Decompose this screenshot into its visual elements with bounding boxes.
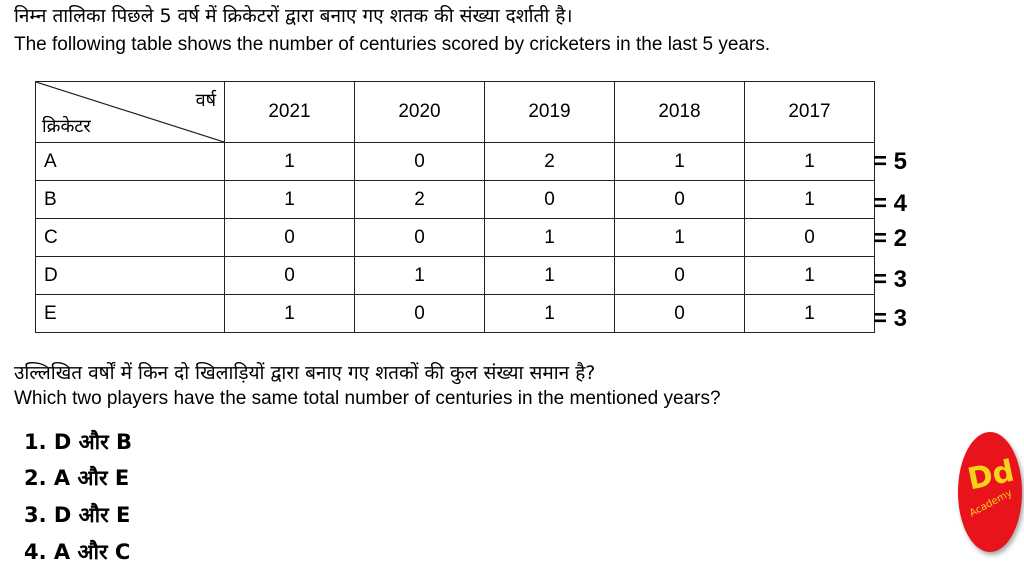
centuries-cell: 1 [224,294,355,333]
year-header: 2017 [744,81,875,143]
task-hindi: उल्लिखित वर्षों में किन दो खिलाड़ियों द्… [14,362,596,384]
centuries-cell: 0 [614,180,745,219]
centuries-cell: 0 [224,256,355,295]
row-total-c: = 2 [873,225,908,252]
row-total-a: = 5 [873,148,908,175]
question-english: The following table shows the number of … [14,34,771,55]
centuries-table: वर्ष क्रिकेटर 2021 2020 2019 2018 2017 A… [35,81,875,333]
corner-header-cell: वर्ष क्रिकेटर [35,81,225,143]
option-1[interactable]: 1. D और B [24,430,133,454]
option-4[interactable]: 4. A और C [24,540,131,564]
centuries-cell: 1 [224,142,355,181]
year-header: 2021 [224,81,355,143]
centuries-cell: 0 [354,142,485,181]
corner-label-cricketer: क्रिकेटर [42,116,91,137]
centuries-cell: 1 [224,180,355,219]
table-row: A 1 0 2 1 1 [35,142,875,181]
player-name-cell: B [35,180,225,219]
centuries-cell: 0 [224,218,355,257]
centuries-cell: 0 [744,218,875,257]
question-hindi: निम्न तालिका पिछले 5 वर्ष में क्रिकेटरों… [14,5,573,27]
option-2[interactable]: 2. A और E [24,466,130,490]
centuries-cell: 1 [744,294,875,333]
centuries-cell: 1 [484,256,615,295]
centuries-cell: 1 [614,218,745,257]
centuries-cell: 2 [354,180,485,219]
table-row: E 1 0 1 0 1 [35,294,875,333]
table-row: D 0 1 1 0 1 [35,256,875,295]
centuries-cell: 0 [614,256,745,295]
header-row: वर्ष क्रिकेटर 2021 2020 2019 2018 2017 [35,81,875,143]
centuries-cell: 0 [354,218,485,257]
diagonal-divider [36,82,224,142]
centuries-cell: 0 [484,180,615,219]
dd-academy-logo: Dd Academy [958,432,1022,552]
corner-label-year: वर्ष [195,90,216,111]
centuries-cell: 1 [484,294,615,333]
centuries-cell: 1 [744,180,875,219]
centuries-cell: 1 [744,256,875,295]
centuries-cell: 1 [354,256,485,295]
row-total-b: = 4 [873,190,908,217]
player-name-cell: E [35,294,225,333]
year-header: 2020 [354,81,485,143]
centuries-cell: 0 [354,294,485,333]
year-header: 2019 [484,81,615,143]
player-name-cell: C [35,218,225,257]
task-english: Which two players have the same total nu… [14,388,721,409]
row-total-e: = 3 [873,305,908,332]
centuries-cell: 1 [614,142,745,181]
centuries-cell: 0 [614,294,745,333]
player-name-cell: A [35,142,225,181]
option-3[interactable]: 3. D और E [24,503,131,527]
centuries-cell: 1 [744,142,875,181]
player-name-cell: D [35,256,225,295]
centuries-cell: 2 [484,142,615,181]
centuries-cell: 1 [484,218,615,257]
table-row: C 0 0 1 1 0 [35,218,875,257]
row-total-d: = 3 [873,266,908,293]
table-row: B 1 2 0 0 1 [35,180,875,219]
year-header: 2018 [614,81,745,143]
